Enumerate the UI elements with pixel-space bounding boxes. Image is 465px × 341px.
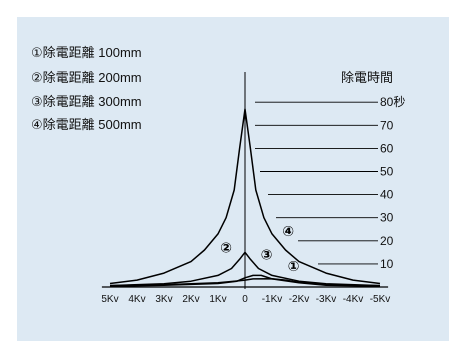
x-tick-label: 1Kv [209,294,226,305]
y-tick-label: 30 [380,211,394,225]
series-marker-4: ④ [282,224,294,240]
x-tick-label: 0 [242,294,248,305]
x-tick-label: 4Kv [128,294,145,305]
x-tick-label: -3Kv [316,294,337,305]
series-line-2 [109,251,381,287]
x-tick-label: -1Kv [262,294,283,305]
series-marker-2: ② [220,240,232,256]
y-tick-label: 70 [380,118,394,132]
legend-label-4: 除電距離 500mm [42,117,142,132]
legend-marker-3: ③ [31,94,43,109]
x-tick-label: -4Kv [343,294,364,305]
x-tick-label: 3Kv [155,294,172,305]
legend-item-4: ④除電距離 500mm [31,114,142,133]
y-tick-label: 50 [380,165,394,179]
legend-marker-2: ② [31,70,43,85]
legend-label-3: 除電距離 300mm [42,94,142,109]
legend-title: 除電時間 [341,70,394,85]
y-tick-label: 40 [380,188,394,202]
series-line-3 [109,274,381,287]
legend-marker-4: ④ [31,117,43,132]
legend-item-1: ①除電距離 100mm [31,42,142,61]
x-tick-label: 5Kv [101,294,118,305]
y-tick-label: 80秒 [380,95,405,109]
series-marker-3: ③ [261,247,273,263]
series-marker-1: ① [288,259,300,275]
legend-label-2: 除電距離 200mm [42,70,142,85]
y-tick-label: 20 [380,234,394,248]
legend-item-2: ②除電距離 200mm [31,67,142,86]
y-tick-label: 10 [380,257,394,271]
x-tick-label: 2Kv [182,294,199,305]
x-tick-label: -5Kv [370,294,391,305]
y-tick-label: 60 [380,141,394,155]
legend-label-1: 除電距離 100mm [42,45,142,60]
legend-marker-1: ① [31,45,43,60]
series-line-4 [109,108,381,285]
legend-item-3: ③除電距離 300mm [31,91,142,110]
x-tick-label: -2Kv [289,294,310,305]
